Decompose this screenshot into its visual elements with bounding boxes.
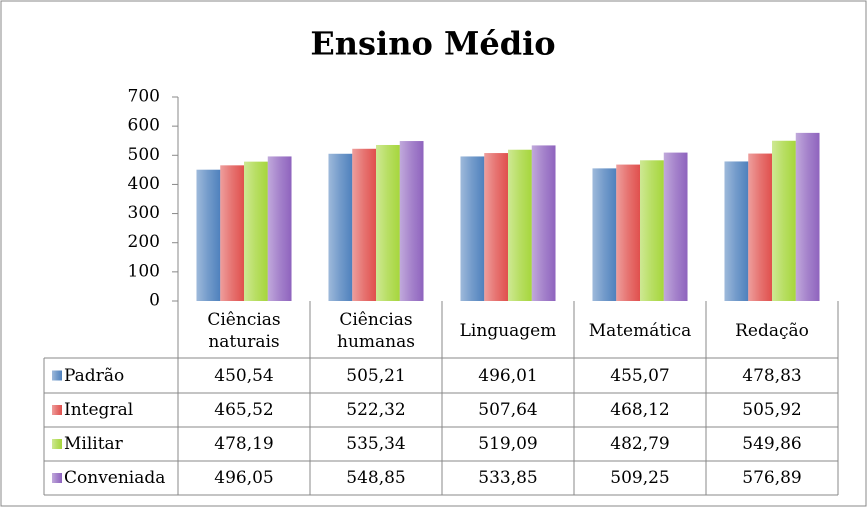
bar [376, 144, 400, 301]
bar [196, 169, 221, 301]
legend-key [52, 473, 62, 483]
value-label: 533,85 [478, 468, 538, 488]
bar [772, 140, 796, 301]
value-label: 496,05 [214, 468, 274, 488]
value-label: 450,54 [214, 365, 274, 386]
bar [267, 156, 292, 301]
value-label: 478,19 [214, 434, 274, 454]
category-label: Matemática [588, 320, 692, 341]
y-tick-label: 600 [128, 116, 160, 136]
bar [640, 160, 664, 301]
value-label: 468,12 [610, 400, 670, 420]
y-tick-label: 500 [128, 145, 160, 165]
bar [352, 148, 376, 301]
bar [616, 164, 640, 301]
bar [795, 132, 820, 301]
bar [484, 153, 508, 301]
bar [748, 153, 772, 301]
value-label: 535,34 [346, 434, 406, 454]
chart-title: Ensino Médio [310, 25, 555, 63]
y-tick-label: 400 [128, 174, 160, 194]
y-tick-label: 100 [128, 261, 160, 281]
value-label: 576,89 [742, 468, 802, 488]
legend-key [52, 405, 62, 415]
value-label: 548,85 [346, 468, 406, 488]
legend-key [52, 439, 62, 449]
value-label: 509,25 [610, 468, 670, 488]
value-label: 519,09 [478, 434, 538, 454]
value-label: 478,83 [742, 365, 802, 386]
y-tick-label: 700 [128, 87, 160, 107]
bar [724, 161, 749, 301]
bar [399, 141, 424, 301]
bar [460, 156, 485, 301]
y-tick-label: 200 [128, 232, 160, 252]
bar [220, 165, 244, 301]
value-label: 465,52 [214, 400, 274, 420]
legend-label: Conveniada [64, 468, 166, 488]
value-label: 496,01 [478, 365, 538, 386]
category-label: Ciências humanas [337, 309, 415, 352]
bar [244, 161, 268, 301]
category-label: Redação [735, 320, 809, 341]
value-label: 455,07 [610, 365, 670, 386]
legend-label: Padrão [64, 365, 125, 386]
value-label: 505,21 [346, 365, 406, 386]
legend-label: Militar [64, 434, 123, 454]
legend-label: Integral [64, 400, 134, 420]
category-label: Linguagem [459, 320, 557, 341]
data-table-lines [43, 97, 839, 496]
category-label: Ciências naturais [207, 309, 281, 352]
value-label: 549,86 [742, 434, 802, 454]
bar [531, 145, 556, 301]
value-label: 507,64 [478, 400, 538, 420]
bar [508, 149, 532, 301]
value-label: 482,79 [610, 434, 670, 454]
value-label: 505,92 [742, 400, 802, 420]
bar [328, 153, 353, 301]
y-tick-label: 0 [149, 291, 160, 311]
legend-key [52, 370, 62, 381]
bar [663, 152, 688, 301]
value-label: 522,32 [346, 400, 406, 420]
y-tick-label: 300 [128, 203, 160, 223]
bar [592, 168, 617, 301]
